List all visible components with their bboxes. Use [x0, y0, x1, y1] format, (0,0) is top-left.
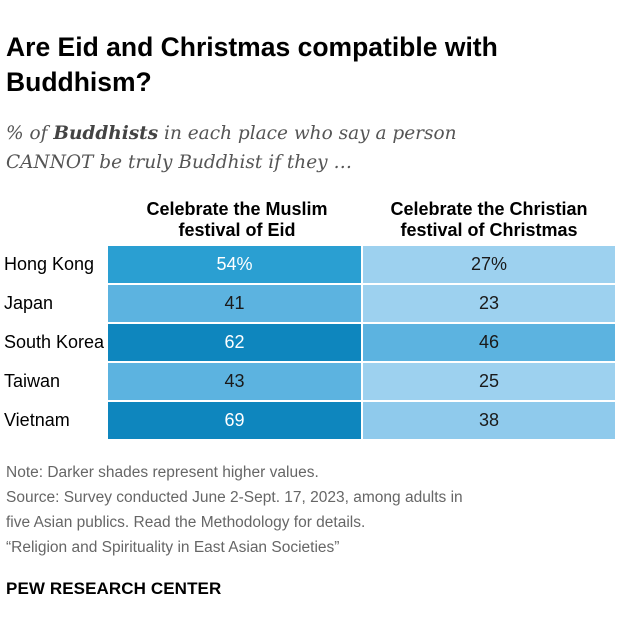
column-header-eid-line2: festival of Eid: [178, 220, 296, 240]
row-label: Japan: [4, 293, 54, 313]
cell-eid: 62: [108, 324, 361, 361]
table-row: Hong Kong 54% 27%: [0, 246, 620, 285]
subtitle-post: in each place who say a person: [158, 123, 457, 144]
row-label: South Korea: [4, 332, 105, 352]
column-header-christmas: Celebrate the Christian festival of Chri…: [362, 199, 616, 241]
column-header-eid: Celebrate the Muslim festival of Eid: [112, 199, 362, 241]
table-row: Japan 41 23: [0, 285, 620, 324]
chart-title: Are Eid and Christmas compatible with Bu…: [6, 30, 612, 100]
row-label: Taiwan: [4, 371, 61, 391]
report-title: “Religion and Spirituality in East Asian…: [6, 539, 340, 556]
cell-eid: 43: [108, 363, 361, 400]
source-line1: Source: Survey conducted June 2-Sept. 17…: [6, 489, 463, 506]
cell-christmas: 23: [363, 285, 615, 322]
row-label: Vietnam: [4, 410, 70, 430]
table-row: Vietnam 69 38: [0, 402, 620, 441]
chart-notes: Note: Darker shades represent higher val…: [6, 460, 612, 560]
cell-christmas: 38: [363, 402, 615, 439]
note-text: Note: Darker shades represent higher val…: [6, 464, 319, 481]
footer-brand: PEW RESEARCH CENTER: [6, 579, 222, 598]
table-row: South Korea 62 46: [0, 324, 620, 363]
table-row: Taiwan 43 25: [0, 363, 620, 402]
cell-eid: 41: [108, 285, 361, 322]
subtitle-line2: CANNOT be truly Buddhist if they …: [6, 152, 352, 173]
column-header-christmas-line2: festival of Christmas: [400, 220, 578, 240]
column-header-christmas-line1: Celebrate the Christian: [390, 199, 588, 219]
cell-christmas: 25: [363, 363, 615, 400]
cell-christmas: 27%: [363, 246, 615, 283]
data-table: Hong Kong 54% 27% Japan 41 23 South Korea 62 46 T…: [0, 246, 620, 441]
chart-title-line1: Are Eid and Christmas compatible with: [6, 32, 498, 62]
cell-eid: 54%: [108, 246, 361, 283]
cell-eid: 69: [108, 402, 361, 439]
cell-christmas: 46: [363, 324, 615, 361]
source-line2: five Asian publics. Read the Methodology…: [6, 514, 366, 531]
row-label: Hong Kong: [4, 254, 95, 274]
subtitle-pre: % of: [6, 123, 54, 144]
column-header-eid-line1: Celebrate the Muslim: [146, 199, 328, 219]
subtitle-bold: Buddhists: [53, 123, 159, 144]
chart-title-line2: Buddhism?: [6, 67, 152, 97]
chart-subtitle: % of Buddhists in each place who say a p…: [6, 119, 612, 177]
